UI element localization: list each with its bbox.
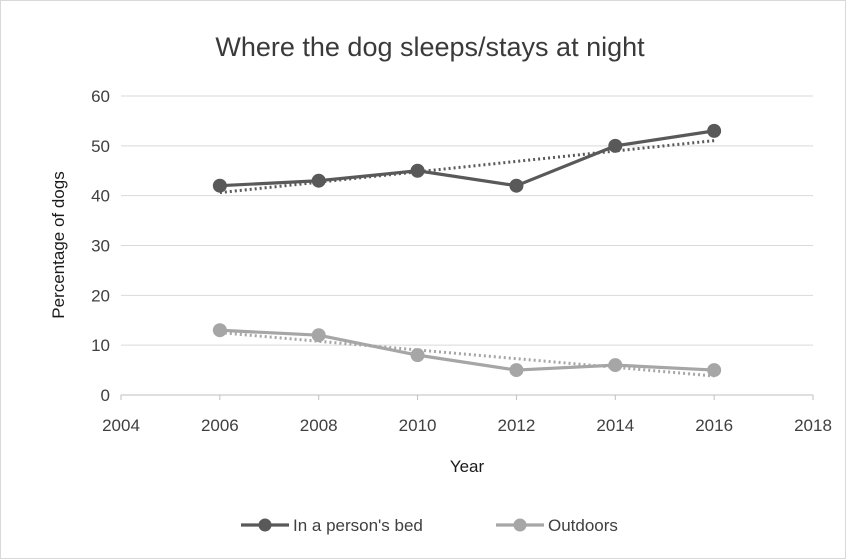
x-axis: 2004 2006 2008 2010 2012 2014 2016 2018: [102, 394, 832, 435]
y-tick-label: 20: [91, 286, 110, 305]
y-tick-label: 30: [91, 237, 110, 256]
gridlines: [121, 95, 813, 346]
trendline: [219, 139, 715, 195]
data-point: [707, 363, 722, 378]
chart-title: Where the dog sleeps/stays at night: [215, 32, 645, 62]
legend-label: In a person's bed: [293, 516, 423, 535]
data-point: [212, 178, 227, 193]
data-point: [311, 173, 326, 188]
x-tick-label: 2014: [596, 416, 634, 435]
data-point: [410, 163, 425, 178]
data-point: [608, 358, 623, 373]
x-tick-label: 2012: [498, 416, 536, 435]
legend: In a person's bed Outdoors: [241, 516, 618, 535]
x-tick-label: 2010: [399, 416, 437, 435]
trendline: [219, 331, 715, 378]
x-tick-label: 2008: [300, 416, 338, 435]
data-point: [509, 363, 524, 378]
y-tick-label: 40: [91, 187, 110, 206]
y-axis-title: Percentage of dogs: [49, 171, 68, 318]
data-point: [212, 323, 227, 338]
x-tick-label: 2016: [695, 416, 733, 435]
data-point: [311, 328, 326, 343]
legend-marker: [258, 518, 272, 532]
y-tick-label: 50: [91, 137, 110, 156]
legend-label: Outdoors: [548, 516, 618, 535]
data-point: [509, 178, 524, 193]
series-group: [212, 123, 722, 378]
y-axis: 0 10 20 30 40 50 60: [91, 87, 110, 405]
series-line: [219, 129, 715, 188]
x-axis-title: Year: [450, 457, 485, 476]
x-tick-label: 2004: [102, 416, 140, 435]
y-tick-label: 60: [91, 87, 110, 106]
series-line: [219, 328, 715, 372]
legend-marker: [513, 518, 527, 532]
data-point: [410, 348, 425, 363]
trendlines: [219, 139, 715, 378]
y-tick-label: 10: [91, 336, 110, 355]
x-tick-label: 2018: [794, 416, 832, 435]
x-tick-label: 2006: [201, 416, 239, 435]
data-point: [608, 138, 623, 153]
y-tick-label: 0: [101, 386, 110, 405]
data-point: [707, 123, 722, 138]
